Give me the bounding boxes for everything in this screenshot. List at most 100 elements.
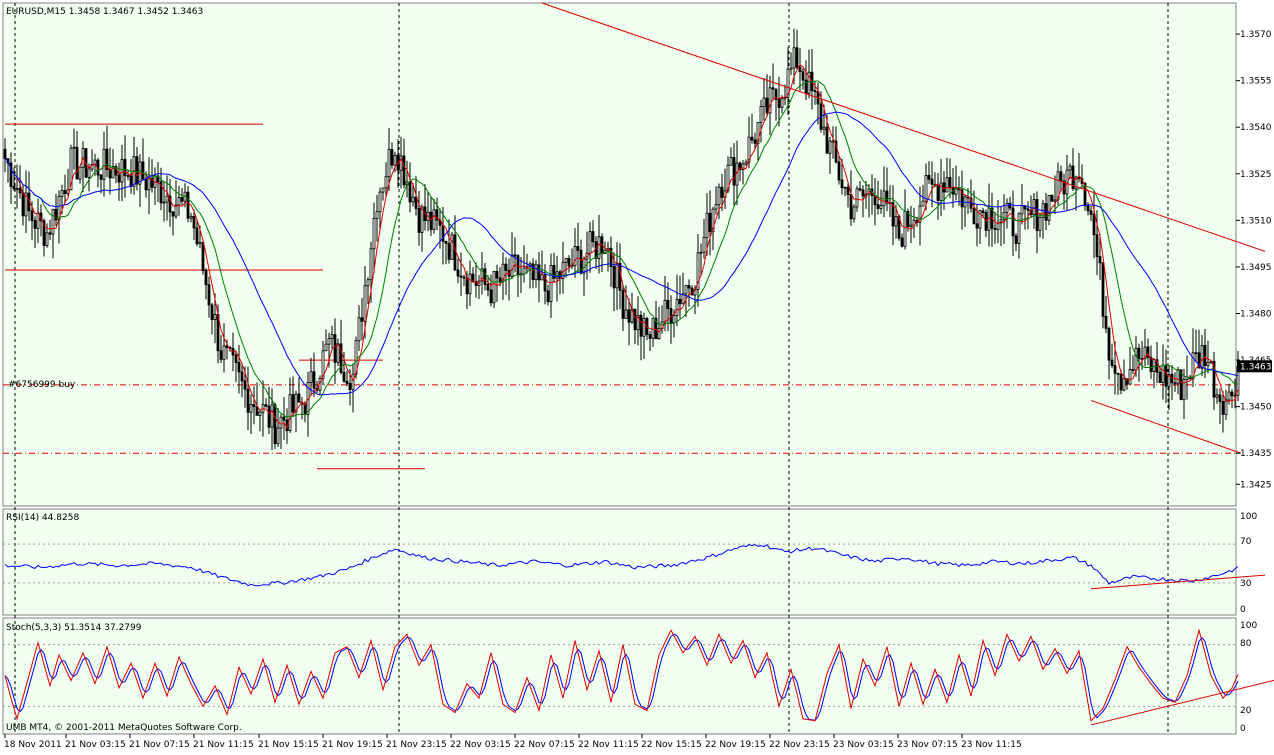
bull-candle (717, 186, 721, 206)
bear-candle (975, 223, 979, 229)
bull-candle (1128, 369, 1132, 385)
bear-candle (906, 210, 910, 227)
bull-candle (741, 163, 745, 170)
bull-candle (420, 206, 424, 233)
bull-candle (756, 122, 760, 144)
rsi-trendline (1090, 574, 1266, 590)
bull-candle (843, 186, 847, 189)
bear-candle (1071, 165, 1075, 190)
bear-candle (474, 281, 478, 286)
bear-candle (690, 287, 694, 296)
bear-candle (666, 299, 670, 310)
bear-candle (186, 191, 190, 219)
bull-candle (996, 222, 1000, 230)
bear-candle (201, 242, 205, 272)
y-tick-label: 1.3450 (1240, 403, 1272, 413)
rsi-tick: 100 (1240, 512, 1257, 522)
bear-candle (1212, 360, 1216, 398)
bear-candle (264, 404, 268, 407)
bear-candle (9, 162, 13, 187)
bear-candle (360, 317, 364, 322)
bear-candle (777, 99, 781, 108)
bear-candle (414, 196, 418, 209)
bull-candle (24, 192, 28, 217)
bear-candle (846, 186, 850, 195)
price-trendline (541, 2, 1266, 252)
x-tick-label: 23 Nov 07:15 (897, 740, 958, 750)
bear-candle (159, 181, 163, 204)
bear-candle (1089, 210, 1093, 215)
bear-candle (1164, 364, 1168, 387)
bear-candle (1026, 208, 1030, 211)
bull-candle (1191, 352, 1195, 380)
bear-candle (1131, 369, 1135, 371)
bull-candle (363, 285, 367, 322)
bull-candle (384, 176, 388, 189)
bear-candle (861, 189, 865, 197)
bear-candle (795, 47, 799, 68)
bear-candle (126, 175, 130, 177)
bear-candle (798, 66, 802, 73)
bear-candle (1194, 352, 1198, 355)
bear-candle (489, 289, 493, 304)
bear-candle (1107, 327, 1111, 361)
bear-candle (1221, 401, 1225, 415)
bull-candle (711, 208, 715, 232)
bull-candle (699, 251, 703, 254)
bull-candle (468, 273, 472, 295)
bear-candle (498, 277, 502, 283)
bull-candle (357, 317, 361, 342)
bear-candle (210, 304, 214, 320)
bull-candle (147, 177, 151, 191)
bull-candle (909, 224, 913, 227)
bear-candle (99, 174, 103, 180)
bear-candle (891, 202, 895, 227)
bull-candle (174, 204, 178, 217)
bear-candle (927, 174, 931, 180)
bear-candle (753, 139, 757, 144)
bear-candle (252, 404, 256, 408)
bull-candle (294, 393, 298, 413)
bear-candle (942, 182, 946, 193)
bull-candle (1161, 364, 1165, 383)
bull-candle (831, 140, 835, 143)
bear-candle (105, 148, 109, 170)
bear-candle (246, 388, 250, 413)
bear-candle (885, 190, 889, 204)
bear-candle (21, 192, 25, 217)
rsi-panel[interactable] (2, 508, 1237, 616)
bull-candle (792, 47, 796, 69)
bear-candle (981, 210, 985, 213)
bull-candle (768, 87, 772, 114)
bear-candle (567, 258, 571, 267)
bear-candle (1008, 202, 1012, 209)
stoch-tick: 0 (1240, 724, 1246, 734)
bull-candle (540, 274, 544, 281)
bear-candle (849, 194, 853, 220)
stoch-tick: 100 (1240, 621, 1257, 631)
rsi-indicator (4, 544, 1266, 590)
bear-candle (267, 405, 271, 428)
bull-candle (327, 338, 331, 345)
bear-candle (1203, 344, 1207, 366)
bear-candle (42, 220, 46, 246)
bull-candle (1122, 378, 1126, 391)
bear-candle (678, 298, 682, 305)
moving-averages (4, 64, 1239, 430)
bear-candle (993, 227, 997, 230)
bull-candle (411, 196, 415, 203)
bull-candle (162, 201, 166, 204)
bear-candle (1146, 346, 1150, 358)
bear-candle (447, 243, 451, 260)
ma-mid-line (4, 80, 1239, 418)
bull-candle (924, 174, 928, 202)
bull-candle (615, 262, 619, 289)
bear-candle (1083, 182, 1087, 207)
bear-candle (537, 264, 541, 281)
trendlines[interactable] (541, 2, 1266, 454)
bear-candle (825, 126, 829, 154)
bull-candle (15, 187, 19, 190)
bear-candle (1104, 315, 1108, 329)
